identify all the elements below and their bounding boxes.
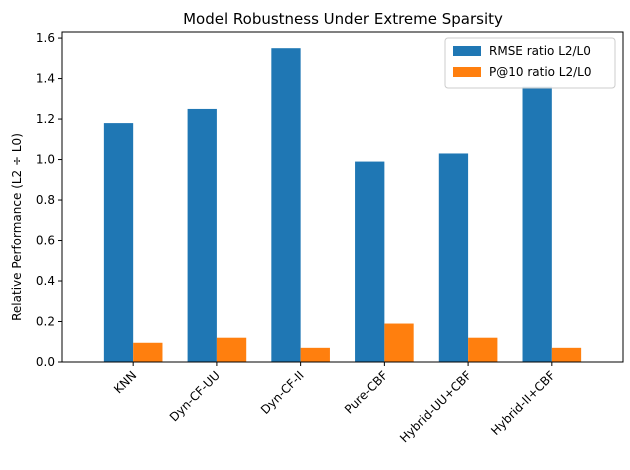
legend-swatch bbox=[453, 46, 481, 56]
bar-p10-5 bbox=[551, 347, 582, 362]
y-tick-label: 0.8 bbox=[36, 193, 55, 207]
y-tick-label: 0.0 bbox=[36, 355, 55, 369]
y-axis-ticks: 0.0 0.2 0.4 0.6 0.8 1.0 1.2 1.4 1.6 bbox=[36, 31, 62, 369]
x-axis-ticks: KNN Dyn-CF-UU Dyn-CF-II Pure-CBF Hybrid-UU+C… bbox=[111, 362, 558, 445]
bar-p10-2 bbox=[300, 347, 330, 362]
x-tick-label: Dyn-CF-II bbox=[258, 368, 307, 417]
bar-rmse-4 bbox=[438, 153, 469, 362]
x-tick-label: Pure-CBF bbox=[342, 368, 391, 417]
x-tick-label: Hybrid-II+CBF bbox=[488, 368, 558, 438]
legend-swatch bbox=[453, 67, 481, 77]
chart-title: Model Robustness Under Extreme Sparsity bbox=[183, 10, 503, 28]
legend-label: RMSE ratio L2/L0 bbox=[489, 44, 591, 58]
legend-box bbox=[444, 37, 616, 89]
y-tick-label: 0.2 bbox=[36, 315, 55, 329]
y-axis-label: Relative Performance (L2 ÷ L0) bbox=[10, 133, 24, 321]
y-tick-label: 1.6 bbox=[36, 31, 55, 45]
bar-rmse-0 bbox=[103, 123, 134, 362]
bar-p10-0 bbox=[133, 342, 163, 362]
bars bbox=[103, 48, 582, 363]
bar-p10-1 bbox=[216, 337, 247, 362]
bar-rmse-1 bbox=[187, 108, 217, 362]
y-tick-label: 1.0 bbox=[36, 153, 55, 167]
plot-area-frame bbox=[61, 31, 624, 363]
y-tick-label: 1.2 bbox=[36, 112, 55, 126]
y-tick-label: 0.6 bbox=[36, 234, 55, 248]
bar-p10-4 bbox=[468, 337, 498, 362]
y-tick-label: 0.4 bbox=[36, 274, 55, 288]
bar-p10-3 bbox=[384, 323, 414, 362]
bar-rmse-2 bbox=[271, 48, 301, 362]
x-tick-label: Dyn-CF-UU bbox=[167, 368, 223, 424]
x-tick-label: Hybrid-UU+CBF bbox=[397, 368, 474, 445]
legend-label: P@10 ratio L2/L0 bbox=[489, 65, 592, 79]
bar-rmse-3 bbox=[355, 161, 385, 362]
y-tick-label: 1.4 bbox=[36, 72, 55, 86]
legend: RMSE ratio L2/L0 P@10 ratio L2/L0 bbox=[444, 37, 616, 89]
x-tick-label: KNN bbox=[111, 368, 139, 396]
bar-rmse-5 bbox=[522, 86, 552, 363]
